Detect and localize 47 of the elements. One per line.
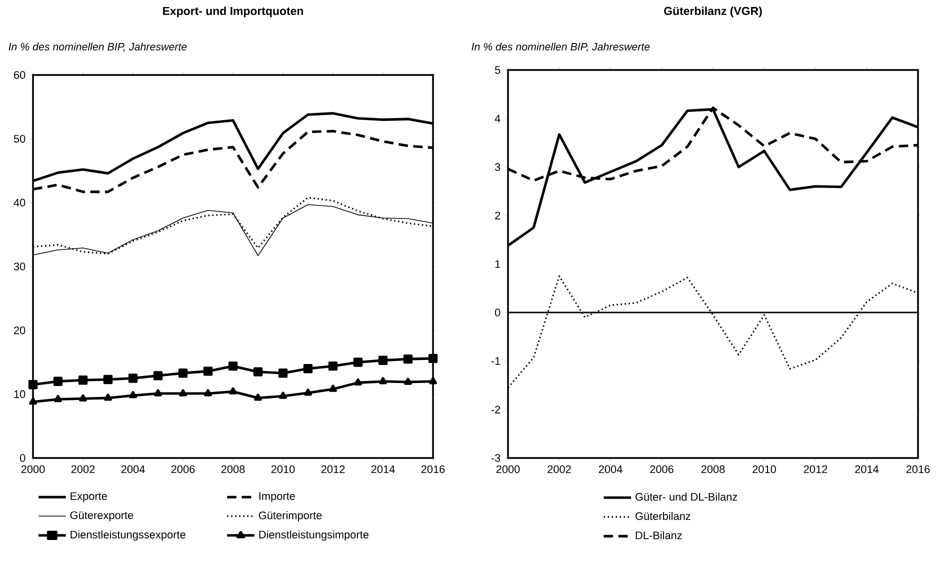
x-tick-label: 2008 bbox=[701, 465, 725, 474]
x-tick-label: 2010 bbox=[271, 465, 295, 474]
y-tick-label: -2 bbox=[491, 406, 500, 414]
y-tick-label: 0 bbox=[494, 308, 500, 316]
x-tick-label: 2002 bbox=[548, 465, 571, 474]
y-tick-label: 30 bbox=[14, 262, 26, 270]
x-tick-label: 2016 bbox=[906, 465, 930, 474]
y-tick-label: 2 bbox=[495, 212, 500, 220]
y-tick-label: 0 bbox=[20, 454, 26, 462]
x-tick-label: 2014 bbox=[855, 465, 879, 474]
x-tick-label: 2012 bbox=[804, 465, 828, 474]
y-tick-label: 4 bbox=[494, 114, 500, 122]
x-tick-label: 2000 bbox=[21, 465, 45, 474]
x-tick-label: 2002 bbox=[71, 465, 95, 474]
x-tick-label: 2000 bbox=[496, 465, 520, 474]
y-tick-label: -1 bbox=[491, 357, 500, 365]
x-tick-label: 2006 bbox=[171, 465, 195, 474]
legend-label: Dienstleistungssexporte bbox=[70, 530, 186, 541]
chart-title: Export- und Importquoten bbox=[163, 6, 303, 18]
y-tick-label: 10 bbox=[14, 390, 26, 398]
legend-label: Dienstleistungsimporte bbox=[259, 530, 368, 541]
x-tick-label: 2006 bbox=[650, 465, 674, 474]
y-tick-label: -3 bbox=[491, 454, 500, 462]
x-tick-label: 2014 bbox=[371, 465, 395, 474]
x-tick-label: 2004 bbox=[121, 465, 145, 474]
y-tick-label: 1 bbox=[495, 260, 500, 268]
y-tick-label: 40 bbox=[14, 198, 26, 207]
x-tick-label: 2010 bbox=[752, 465, 776, 474]
legend-label: Güterexporte bbox=[70, 511, 134, 522]
legend-label: DL-Bilanz bbox=[636, 531, 682, 540]
y-tick-label: 3 bbox=[494, 163, 500, 171]
y-tick-label: 50 bbox=[14, 134, 26, 143]
x-tick-label: 2008 bbox=[221, 465, 245, 474]
legend-label: Güterbilanz bbox=[636, 512, 690, 520]
chart-subtitle: In % des nominellen BIP, Jahreswerte bbox=[8, 42, 187, 52]
y-tick-label: 20 bbox=[14, 326, 26, 334]
legend-label: Importe bbox=[259, 492, 295, 502]
chart-title: Güterbilanz (VGR) bbox=[664, 6, 762, 18]
x-tick-label: 2004 bbox=[598, 465, 622, 474]
y-tick-label: 60 bbox=[14, 71, 26, 79]
legend-label: Güterimporte bbox=[258, 511, 322, 522]
chart-subtitle: In % des nominellen BIP, Jahreswerte bbox=[472, 42, 650, 52]
legend-label: Güter- und DL-Bilanz bbox=[636, 492, 738, 501]
x-tick-label: 2012 bbox=[321, 465, 345, 474]
y-tick-label: 5 bbox=[494, 66, 500, 74]
x-tick-label: 2016 bbox=[421, 465, 445, 474]
legend-label: Exporte bbox=[70, 492, 107, 502]
